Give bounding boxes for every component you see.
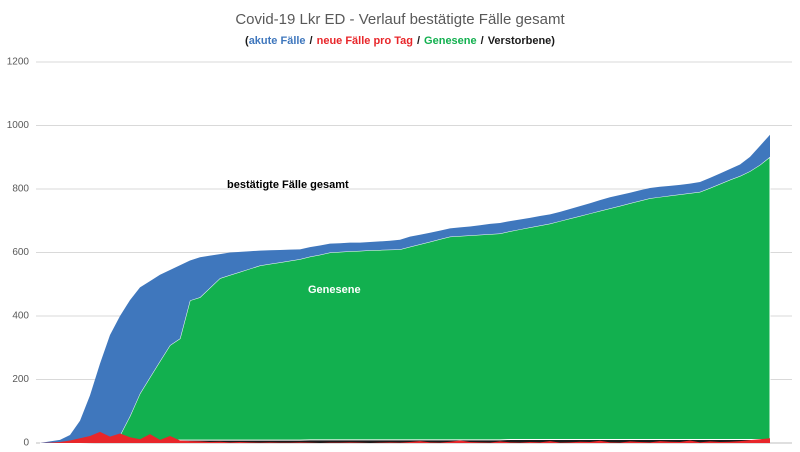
legend-separator: / [481, 35, 484, 47]
legend-entry: Verstorbene [488, 35, 552, 47]
legend-separator: / [310, 35, 313, 47]
y-tick-label: 1000 [7, 120, 30, 131]
labels: bestätigte Fälle gesamt Genesene [227, 179, 361, 296]
chart-title: Covid-19 Lkr ED - Verlauf bestätigte Fäl… [235, 11, 565, 28]
y-tick-label: 200 [12, 374, 29, 385]
annotation: bestätigte Fälle gesamt [227, 179, 349, 191]
y-tick-label: 1200 [7, 57, 30, 68]
legend-bracket: ) [551, 35, 555, 47]
legend: (akute Fälle / neue Fälle pro Tag / Genesene… [245, 35, 555, 47]
legend-entry: neue Fälle pro Tag [317, 35, 413, 47]
y-tick-label: 600 [12, 247, 29, 258]
legend-entry: akute Fälle [249, 35, 306, 47]
area [40, 134, 770, 443]
y-tick-label: 800 [12, 184, 29, 195]
area [40, 155, 771, 444]
area [40, 431, 770, 443]
legend-bracket: ( [245, 35, 249, 47]
legend-separator: / [417, 35, 420, 47]
y-tick-label: 400 [12, 311, 29, 322]
legend-entry: Genesene [424, 35, 477, 47]
y-tick-label: 0 [23, 438, 29, 449]
annotation: Genesene [308, 284, 361, 296]
plot-area [40, 134, 771, 444]
